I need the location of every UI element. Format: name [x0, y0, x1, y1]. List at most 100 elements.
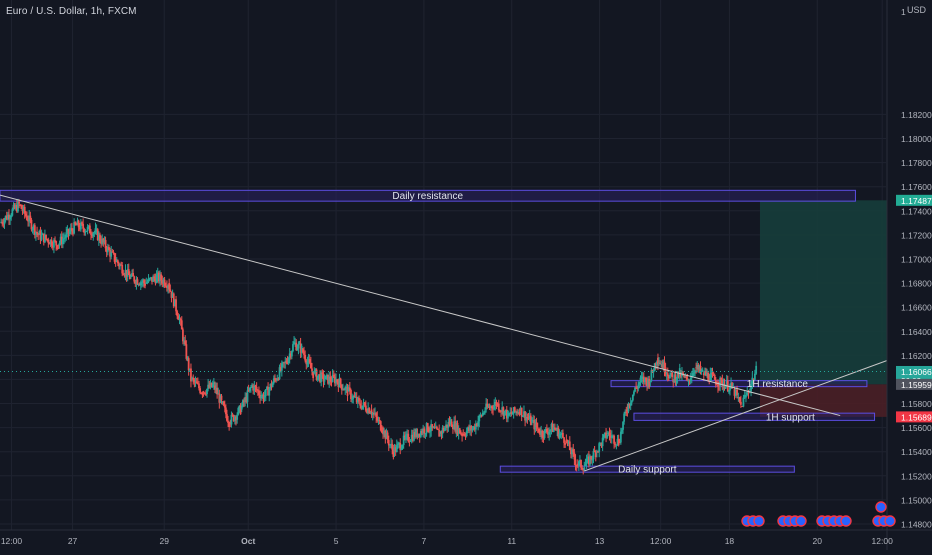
candle-body	[703, 371, 706, 376]
candle-body	[300, 345, 303, 353]
candle-body	[432, 427, 435, 429]
zone-label: 1H support	[766, 412, 815, 423]
candle-body	[351, 398, 354, 400]
candle-body	[535, 422, 538, 428]
candle-body	[285, 361, 288, 363]
candle-body	[755, 365, 758, 374]
symbol-title[interactable]: Euro / U.S. Dollar, 1h, FXCM	[6, 6, 137, 17]
candle-body	[55, 241, 58, 246]
candle-body	[487, 406, 490, 408]
candle-body	[407, 433, 410, 442]
candle-body	[153, 276, 156, 279]
candle-body	[133, 276, 136, 282]
candle-body	[40, 234, 43, 240]
candle-body	[223, 405, 226, 408]
economic-event-icon	[875, 501, 887, 513]
candle-body	[36, 231, 38, 234]
candle-body	[227, 420, 229, 423]
candle-body	[352, 396, 355, 399]
candle-body	[4, 215, 7, 220]
time-tick-label: 13	[595, 536, 605, 546]
candle-body	[700, 370, 703, 372]
candle-body	[380, 430, 383, 433]
candle-body	[736, 389, 738, 396]
zone-box	[499, 465, 795, 473]
candle-body	[371, 413, 374, 415]
candle-body	[359, 403, 362, 406]
candle-body	[280, 363, 283, 371]
candle-body	[136, 279, 139, 285]
candle-body	[623, 413, 626, 422]
candle-body	[674, 374, 677, 383]
candle-body	[434, 426, 437, 429]
candle-body	[208, 384, 211, 388]
candle-body	[525, 416, 528, 421]
candle-body	[481, 412, 484, 416]
candle-body	[176, 311, 179, 317]
candle-body	[584, 464, 587, 467]
time-tick-label: 11	[507, 536, 516, 546]
zone-box	[633, 412, 876, 421]
candle-body	[200, 392, 203, 394]
currency-label[interactable]: USD	[906, 5, 926, 15]
candle-body	[570, 450, 572, 455]
candle-body	[678, 368, 681, 377]
candle-body	[551, 423, 554, 432]
candle-body	[1, 221, 4, 224]
price-tick-label: 1.18000	[901, 134, 932, 144]
candle-body	[142, 280, 144, 283]
candle-body	[190, 368, 192, 382]
candle-body	[466, 427, 469, 432]
candle-body	[259, 394, 261, 399]
candle-body	[566, 439, 569, 444]
candle-body	[682, 372, 684, 375]
candle-body	[589, 456, 591, 465]
candle-body	[677, 371, 680, 377]
candle-body	[121, 264, 124, 274]
candle-body	[673, 374, 676, 383]
candle-body	[216, 387, 219, 395]
candle-body	[376, 416, 379, 421]
candle-body	[470, 425, 473, 431]
candle-body	[385, 432, 388, 439]
candle-body	[435, 426, 438, 429]
candle-body	[149, 277, 152, 279]
candle-body	[517, 412, 520, 414]
candle-body	[95, 229, 98, 233]
candle-body	[636, 387, 639, 389]
candle-body	[583, 467, 586, 471]
candle-body	[413, 431, 415, 441]
candle-body	[446, 424, 449, 428]
candle-body	[528, 415, 531, 420]
candle-body	[41, 233, 44, 235]
candle-body	[362, 402, 365, 406]
candle-body	[622, 421, 624, 430]
candle-body	[468, 427, 470, 431]
candle-body	[331, 374, 334, 383]
candle-body	[157, 272, 160, 282]
candle-body	[649, 380, 652, 382]
candle-body	[96, 229, 99, 241]
candle-body	[729, 385, 731, 391]
candle-body	[697, 364, 700, 370]
candle-body	[99, 234, 101, 242]
price-axis-label-box	[896, 378, 932, 390]
candle-body	[504, 409, 507, 412]
candle-body	[283, 362, 286, 364]
price-axis-label: 1.17487	[901, 196, 932, 206]
candle-body	[384, 430, 387, 439]
candle-body	[258, 390, 260, 395]
candle-body	[399, 443, 402, 450]
candle-body	[666, 373, 669, 377]
candle-body	[207, 384, 210, 389]
candle-body	[397, 443, 399, 446]
candle-body	[114, 258, 117, 262]
candle-body	[737, 397, 740, 399]
candle-body	[553, 427, 556, 429]
price-axis-label: 1.16066	[901, 367, 932, 377]
candle-body	[629, 402, 632, 406]
candle-body	[130, 276, 132, 278]
candle-body	[338, 378, 341, 388]
candle-body	[526, 416, 529, 419]
